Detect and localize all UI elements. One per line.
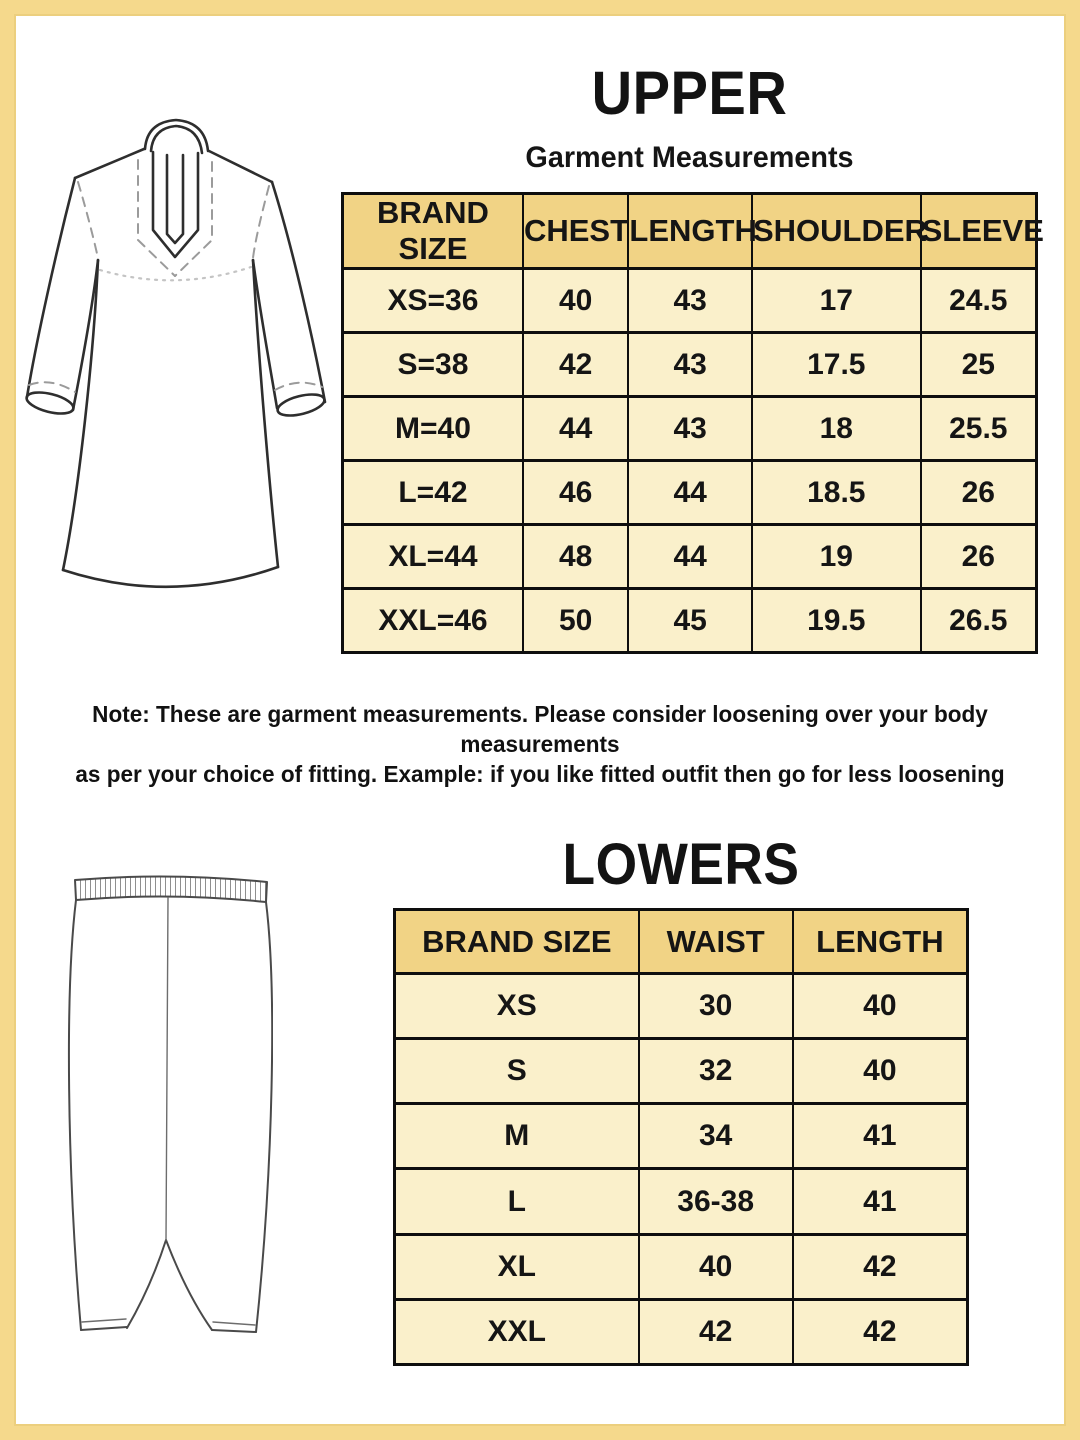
- table-cell: XL=44: [341, 523, 524, 590]
- table-row: XS=36 40 43 17 24.5: [341, 267, 1038, 334]
- table-cell: 32: [637, 1037, 794, 1106]
- column-header: CHEST: [521, 192, 630, 270]
- table-cell: 40: [791, 1037, 969, 1106]
- table-row: XL 40 42: [393, 1232, 969, 1301]
- table-cell: 42: [791, 1297, 969, 1367]
- table-cell: 43: [627, 267, 753, 334]
- kurta-illustration-icon: [25, 118, 327, 589]
- table-cell: 18: [750, 395, 922, 462]
- table-cell: 45: [627, 587, 753, 654]
- column-header: SHOULDER: [750, 192, 927, 270]
- measurement-note: Note: These are garment measurements. Pl…: [55, 699, 1025, 789]
- table-cell: 30: [637, 971, 794, 1041]
- column-header: LENGTH: [627, 192, 757, 270]
- table-cell: XXL: [393, 1297, 640, 1367]
- table-cell: 26: [919, 523, 1038, 590]
- table-cell: 44: [627, 523, 753, 590]
- table-cell: 24.5: [919, 267, 1038, 334]
- table-row: XL=44 48 44 19 26: [341, 523, 1038, 590]
- table-cell: 48: [521, 523, 630, 590]
- table-cell: XS=36: [341, 267, 524, 334]
- table-cell: S=38: [341, 331, 524, 398]
- table-cell: 34: [637, 1102, 794, 1171]
- column-header: BRAND SIZE: [341, 192, 524, 270]
- table-row: L=42 46 44 18.5 26: [341, 459, 1038, 526]
- lowers-size-table: BRAND SIZE WAIST LENGTH XS 30 40 S 32 40…: [393, 908, 969, 1367]
- table-cell: 40: [521, 267, 630, 334]
- table-cell: 36-38: [637, 1167, 794, 1236]
- table-row: XS 30 40: [393, 971, 969, 1041]
- table-cell: 41: [791, 1167, 969, 1236]
- note-line-2: as per your choice of fitting. Example: …: [75, 761, 1005, 787]
- table-cell: 17.5: [750, 331, 922, 398]
- column-header: LENGTH: [791, 908, 969, 975]
- table-cell: XL: [393, 1232, 640, 1301]
- table-row: S=38 42 43 17.5 25: [341, 331, 1038, 398]
- table-cell: L=42: [341, 459, 524, 526]
- table-cell: 43: [627, 395, 753, 462]
- leggings-illustration-icon: [67, 875, 273, 1333]
- column-header: SLEEVE: [919, 192, 1044, 270]
- table-cell: 18.5: [750, 459, 922, 526]
- upper-subtitle: Garment Measurements: [525, 141, 854, 174]
- table-cell: M: [393, 1102, 640, 1171]
- table-cell: M=40: [341, 395, 524, 462]
- table-cell: 41: [791, 1102, 969, 1171]
- table-cell: XXL=46: [341, 587, 524, 654]
- note-line-1: Note: These are garment measurements. Pl…: [92, 701, 988, 757]
- table-cell: 25.5: [919, 395, 1038, 462]
- table-row: XXL=46 50 45 19.5 26.5: [341, 587, 1038, 654]
- lowers-table-header-row: BRAND SIZE WAIST LENGTH: [393, 908, 969, 975]
- table-cell: 17: [750, 267, 922, 334]
- table-cell: S: [393, 1037, 640, 1106]
- table-cell: 44: [521, 395, 630, 462]
- table-row: XXL 42 42: [393, 1297, 969, 1367]
- table-cell: 42: [521, 331, 630, 398]
- table-cell: 42: [791, 1232, 969, 1301]
- table-cell: 40: [791, 971, 969, 1041]
- table-cell: 44: [627, 459, 753, 526]
- table-cell: 46: [521, 459, 630, 526]
- table-cell: 26.5: [919, 587, 1038, 654]
- table-cell: 40: [637, 1232, 794, 1301]
- lowers-section-title: LOWERS: [562, 832, 800, 897]
- table-row: M 34 41: [393, 1102, 969, 1171]
- table-row: S 32 40: [393, 1037, 969, 1106]
- table-cell: 25: [919, 331, 1038, 398]
- upper-section-title: UPPER: [591, 59, 788, 127]
- upper-table-header-row: BRAND SIZE CHEST LENGTH SHOULDER SLEEVE: [341, 192, 1044, 270]
- upper-size-table: BRAND SIZE CHEST LENGTH SHOULDER SLEEVE …: [341, 192, 1044, 654]
- column-header: WAIST: [637, 908, 794, 975]
- table-cell: 50: [521, 587, 630, 654]
- column-header: BRAND SIZE: [393, 908, 640, 975]
- table-row: M=40 44 43 18 25.5: [341, 395, 1038, 462]
- table-cell: 19: [750, 523, 922, 590]
- table-cell: 26: [919, 459, 1038, 526]
- table-cell: XS: [393, 971, 640, 1041]
- table-cell: 19.5: [750, 587, 922, 654]
- table-row: L 36-38 41: [393, 1167, 969, 1236]
- table-cell: 43: [627, 331, 753, 398]
- table-cell: L: [393, 1167, 640, 1236]
- table-cell: 42: [637, 1297, 794, 1367]
